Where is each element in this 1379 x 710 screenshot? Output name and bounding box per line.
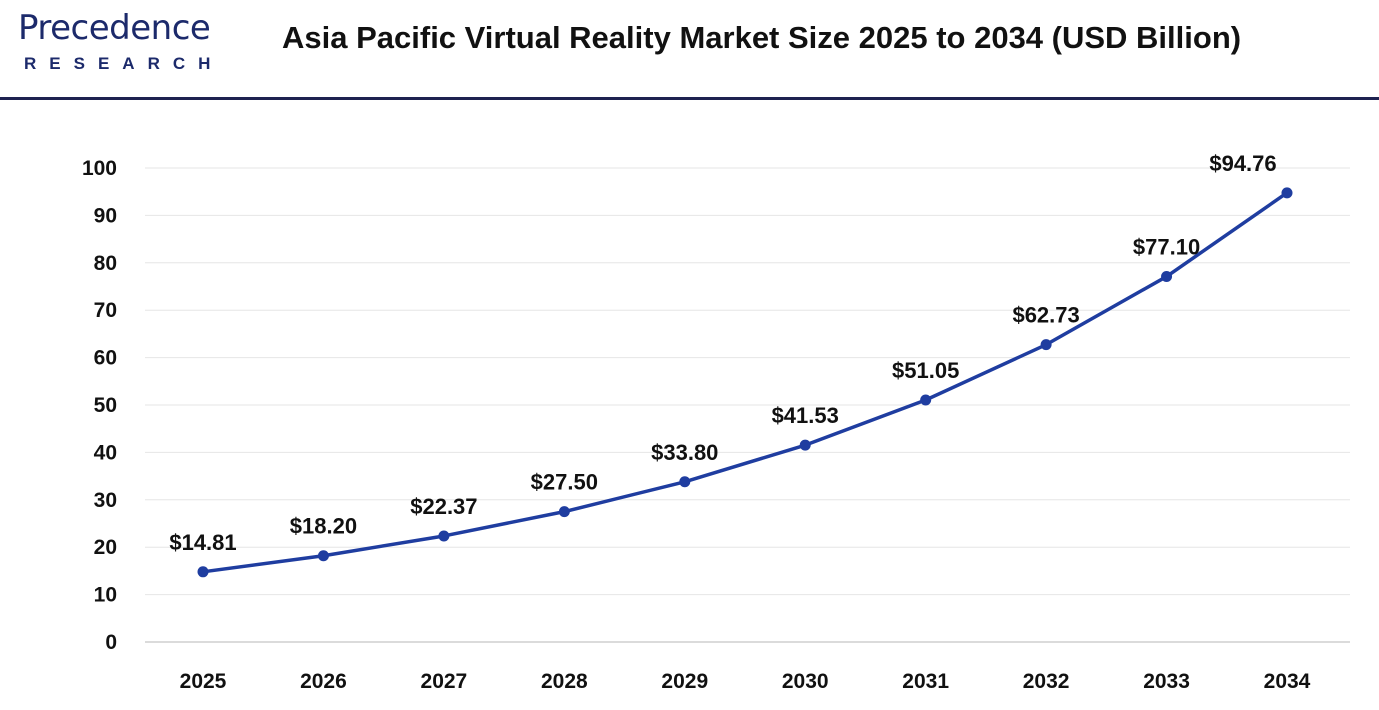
data-point (679, 476, 691, 488)
data-label: $51.05 (892, 358, 959, 383)
y-tick-label: 50 (94, 394, 117, 417)
x-tick-label: 2029 (661, 670, 708, 693)
y-tick-label: 60 (94, 347, 117, 370)
x-tick-label: 2027 (421, 670, 468, 693)
data-point (799, 439, 811, 451)
data-label: $14.81 (169, 530, 236, 555)
x-tick-label: 2030 (782, 670, 829, 693)
y-tick-label: 30 (94, 489, 117, 512)
header-divider (0, 97, 1379, 100)
y-tick-label: 10 (94, 584, 117, 607)
data-label: $77.10 (1133, 235, 1200, 260)
data-label: $62.73 (1012, 303, 1079, 328)
data-point (1040, 339, 1052, 351)
x-tick-label: 2028 (541, 670, 588, 693)
data-point (197, 566, 209, 578)
y-tick-label: 70 (94, 299, 117, 322)
chart-title: Asia Pacific Virtual Reality Market Size… (282, 20, 1242, 55)
data-label: $94.76 (1209, 151, 1276, 176)
y-tick-label: 40 (94, 441, 117, 464)
data-label: $41.53 (772, 403, 839, 428)
x-tick-label: 2034 (1264, 670, 1311, 693)
x-tick-label: 2031 (902, 670, 949, 693)
data-point (558, 506, 570, 518)
x-tick-label: 2032 (1023, 670, 1070, 693)
x-tick-label: 2026 (300, 670, 347, 693)
data-point (317, 550, 329, 562)
y-tick-label: 100 (82, 157, 117, 180)
x-tick-label: 2033 (1143, 670, 1190, 693)
series-line (202, 191, 1288, 574)
x-tick-label: 2025 (180, 670, 227, 693)
data-point (1281, 187, 1293, 199)
data-label: $27.50 (531, 470, 598, 495)
logo-subtext: RESEARCH (24, 54, 224, 73)
y-tick-label: 90 (94, 204, 117, 227)
precedence-research-logo: Precedence RESEARCH (18, 8, 238, 78)
data-point (438, 530, 450, 542)
data-label: $18.20 (290, 514, 357, 539)
data-point (1161, 271, 1173, 283)
data-point (920, 394, 932, 406)
y-tick-label: 20 (94, 536, 117, 559)
y-tick-label: 80 (94, 252, 117, 275)
y-tick-label: 0 (105, 631, 117, 654)
logo-text: Precedence (18, 8, 211, 48)
data-label: $33.80 (651, 440, 718, 465)
data-label: $22.37 (410, 494, 477, 519)
